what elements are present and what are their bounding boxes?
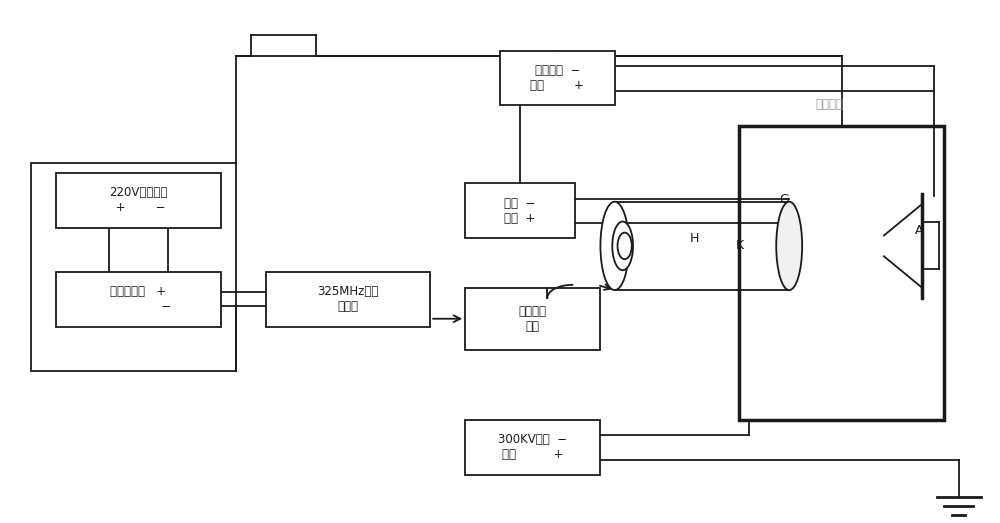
FancyBboxPatch shape <box>266 272 430 326</box>
Text: 325MHz固态
功率源: 325MHz固态 功率源 <box>317 285 379 313</box>
Ellipse shape <box>776 202 802 290</box>
Text: H: H <box>690 232 699 245</box>
FancyBboxPatch shape <box>739 126 944 420</box>
Text: 灯丝  −
电源  +: 灯丝 − 电源 + <box>504 197 536 225</box>
Text: 隔离变压器   +
               −: 隔离变压器 + − <box>105 285 172 313</box>
FancyBboxPatch shape <box>465 184 575 238</box>
FancyBboxPatch shape <box>465 420 600 475</box>
FancyBboxPatch shape <box>56 173 221 228</box>
FancyBboxPatch shape <box>500 51 615 106</box>
Text: K: K <box>735 240 743 253</box>
Ellipse shape <box>600 202 629 290</box>
Text: 绝缘陶瓷: 绝缘陶瓷 <box>815 98 843 111</box>
FancyBboxPatch shape <box>465 288 600 350</box>
Text: 栅极偏压  −
电源        +: 栅极偏压 − 电源 + <box>530 64 584 92</box>
Text: 220V交流电源
 +        −: 220V交流电源 + − <box>109 186 168 214</box>
Text: 300KV高压  −
电源          +: 300KV高压 − 电源 + <box>498 434 567 461</box>
Text: G: G <box>779 192 789 206</box>
Text: A: A <box>915 224 923 237</box>
Ellipse shape <box>612 222 633 270</box>
FancyBboxPatch shape <box>56 272 221 326</box>
Text: 阻抗匹配
结构: 阻抗匹配 结构 <box>518 305 546 333</box>
Ellipse shape <box>618 233 632 259</box>
